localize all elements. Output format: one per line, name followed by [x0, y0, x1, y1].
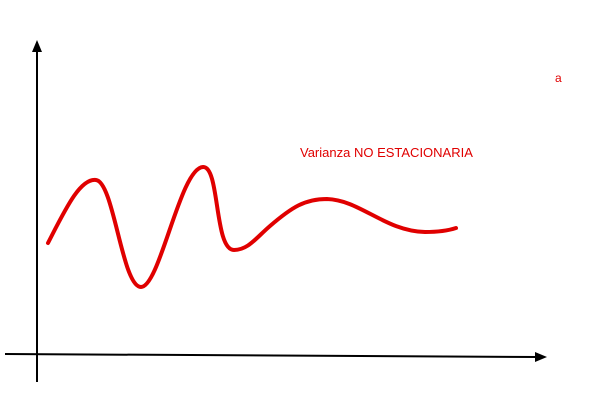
x-axis	[4, 353, 539, 358]
edge-text-fragment: a	[555, 71, 562, 85]
y-axis-arrowhead	[32, 40, 42, 52]
variance-caption: Varianza NO ESTACIONARIA	[300, 145, 473, 160]
variance-curve	[46, 165, 458, 289]
x-axis-arrowhead	[535, 352, 547, 362]
axes	[4, 40, 547, 382]
